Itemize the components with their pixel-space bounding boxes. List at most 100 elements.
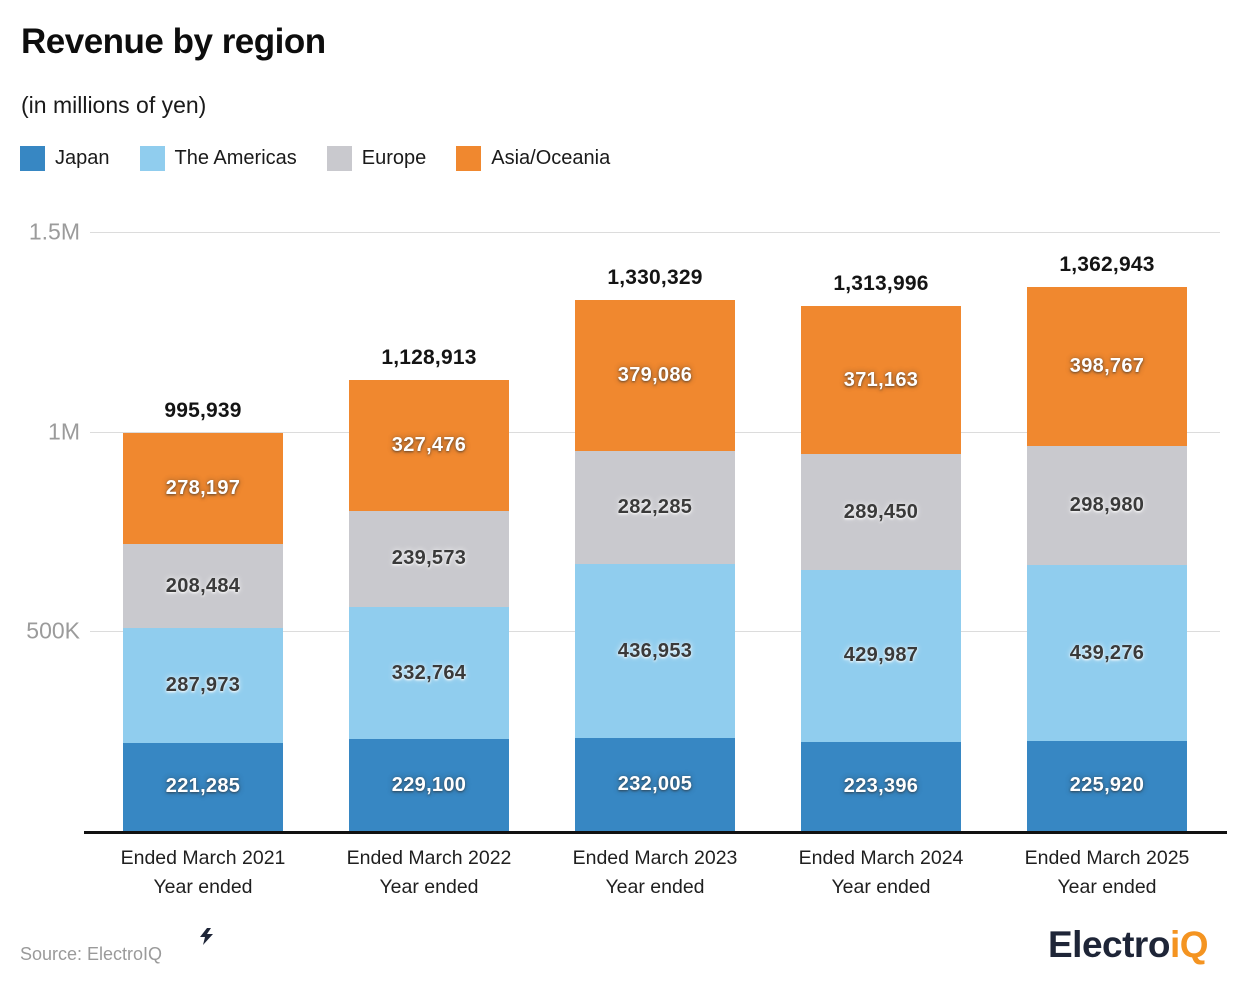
x-axis-category-line2: Year ended (379, 875, 479, 898)
stacked-bar: 1,362,943 398,767 298,980 439,276 225,920 (1027, 253, 1187, 831)
legend-swatch (456, 146, 482, 171)
bar-column: 1,128,913 327,476 239,573 332,764 229,100 (316, 232, 542, 831)
legend-label: The Americas (174, 147, 297, 169)
bar-segment-europe: 298,980 (1027, 445, 1187, 566)
legend-item-asia-oceania: Asia/Oceania (456, 146, 610, 171)
bar-segment-asia-oceania: 379,086 (575, 299, 735, 452)
bar-segment-value-label: 298,980 (1069, 494, 1145, 517)
bar-segment-value-label: 223,396 (843, 774, 919, 797)
stacked-bar: 1,330,329 379,086 282,285 436,953 232,005 (575, 266, 735, 831)
lightning-bolt-icon (200, 928, 213, 945)
legend-label: Europe (361, 147, 427, 169)
legend-label: Japan (55, 147, 110, 169)
y-axis-tick-label: 500K (26, 617, 80, 644)
page-title: Revenue by region (21, 22, 326, 61)
bar-segment-value-label: 371,163 (843, 368, 919, 391)
bar-column: 1,313,996 371,163 289,450 429,987 223,396 (768, 232, 994, 831)
electroiq-logo: Electro iQ (1048, 924, 1209, 966)
bar-segment-japan: 225,920 (1027, 740, 1187, 831)
bars-container: 995,939 278,197 208,484 287,973 221,285 1,128… (90, 232, 1220, 831)
x-axis-category-line1: Ended March 2024 (798, 847, 964, 869)
bar-total-label: 995,939 (164, 399, 242, 423)
bar-segment-value-label: 439,276 (1069, 641, 1145, 664)
bar-segment-europe: 282,285 (575, 451, 735, 564)
bar-segment-japan: 223,396 (801, 741, 961, 831)
source-note: Source: ElectroIQ (20, 944, 163, 964)
bar-segment-value-label: 221,285 (165, 775, 241, 798)
bar-segment-value-label: 379,086 (617, 363, 693, 386)
bar-segment-asia-oceania: 278,197 (123, 433, 283, 545)
gridline (90, 232, 1220, 233)
bar-segment-asia-oceania: 398,767 (1027, 286, 1187, 446)
legend: Japan The Americas Europe Asia/Oceania (20, 146, 610, 171)
bar-segment-the-americas: 287,973 (123, 627, 283, 743)
stacked-bar: 1,128,913 327,476 239,573 332,764 229,100 (349, 346, 509, 831)
bar-segment-asia-oceania: 327,476 (349, 380, 509, 511)
logo-text-electro: Electro (1048, 924, 1170, 965)
x-axis-category-label: Ended March 2021 Year ended (90, 844, 316, 902)
logo-text-iq: iQ (1169, 924, 1209, 965)
bar-segment-europe: 289,450 (801, 454, 961, 571)
x-axis-line (84, 831, 1227, 834)
bar-total-label: 1,313,996 (833, 272, 929, 296)
legend-item-japan: Japan (20, 146, 110, 171)
bar-segment-value-label: 327,476 (391, 434, 467, 457)
bar-column: 1,362,943 398,767 298,980 439,276 225,920 (994, 232, 1220, 831)
bar-segment-value-label: 332,764 (391, 661, 467, 684)
x-axis-category-line2: Year ended (1057, 875, 1157, 898)
bar-segment-value-label: 225,920 (1069, 774, 1145, 797)
bar-segment-the-americas: 332,764 (349, 606, 509, 740)
y-axis-tick-label: 1.5M (28, 218, 80, 245)
bar-segment-asia-oceania: 371,163 (801, 306, 961, 455)
bar-total-label: 1,128,913 (381, 346, 477, 370)
legend-item-the-americas: The Americas (139, 146, 297, 171)
bar-segment-japan: 232,005 (575, 738, 735, 831)
bar-segment-value-label: 429,987 (843, 644, 919, 667)
bar-segment-value-label: 287,973 (165, 673, 241, 696)
bar-total-label: 1,330,329 (607, 265, 703, 289)
bar-segment-value-label: 282,285 (617, 496, 693, 518)
bar-segment-value-label: 436,953 (617, 639, 693, 662)
x-axis-category-line1: Ended March 2023 (572, 847, 738, 869)
stacked-bar: 995,939 278,197 208,484 287,973 221,285 (123, 399, 283, 831)
x-axis-category-label: Ended March 2022 Year ended (316, 844, 542, 902)
bar-segment-value-label: 398,767 (1069, 354, 1145, 377)
y-axis-tick-label: 1M (48, 418, 80, 445)
x-axis-category-label: Ended March 2023 Year ended (542, 844, 768, 902)
bar-segment-value-label: 278,197 (165, 477, 241, 500)
legend-swatch (20, 146, 45, 171)
y-axis: 1.5M 1M 500K (20, 219, 80, 831)
bar-total-label: 1,362,943 (1059, 252, 1155, 276)
x-axis-category-line1: Ended March 2025 (1024, 847, 1190, 869)
bar-column: 995,939 278,197 208,484 287,973 221,285 (90, 232, 316, 831)
legend-swatch (326, 146, 352, 171)
stacked-bar: 1,313,996 371,163 289,450 429,987 223,396 (801, 272, 961, 831)
bar-segment-the-americas: 429,987 (801, 570, 961, 742)
x-axis-category-line2: Year ended (831, 875, 931, 898)
bar-column: 1,330,329 379,086 282,285 436,953 232,005 (542, 232, 768, 831)
x-axis-category-label: Ended March 2025 Year ended (994, 844, 1220, 902)
plot-area: 995,939 278,197 208,484 287,973 221,285 1,128… (90, 232, 1220, 831)
bar-segment-japan: 229,100 (349, 739, 509, 831)
legend-item-europe: Europe (326, 146, 427, 171)
x-axis-category-line1: Ended March 2021 (120, 847, 286, 869)
x-axis-category-line2: Year ended (153, 875, 253, 898)
legend-swatch (139, 146, 165, 171)
bar-segment-value-label: 208,484 (165, 574, 241, 597)
bar-segment-value-label: 289,450 (843, 500, 919, 523)
x-axis-category-line2: Year ended (605, 875, 705, 898)
bar-segment-value-label: 229,100 (391, 773, 467, 796)
x-axis-labels: Ended March 2021 Year ended Ended March 20… (90, 844, 1220, 902)
bar-segment-value-label: 239,573 (391, 547, 467, 570)
bar-segment-the-americas: 436,953 (575, 563, 735, 739)
bar-segment-europe: 208,484 (123, 544, 283, 628)
bar-segment-the-americas: 439,276 (1027, 565, 1187, 741)
x-axis-category-line1: Ended March 2022 (346, 847, 512, 869)
bar-segment-japan: 221,285 (123, 742, 283, 831)
x-axis-category-label: Ended March 2024 Year ended (768, 844, 994, 902)
bar-segment-europe: 239,573 (349, 510, 509, 607)
bar-segment-value-label: 232,005 (617, 773, 693, 796)
legend-label: Asia/Oceania (491, 147, 611, 169)
page-subtitle: (in millions of yen) (21, 92, 207, 118)
